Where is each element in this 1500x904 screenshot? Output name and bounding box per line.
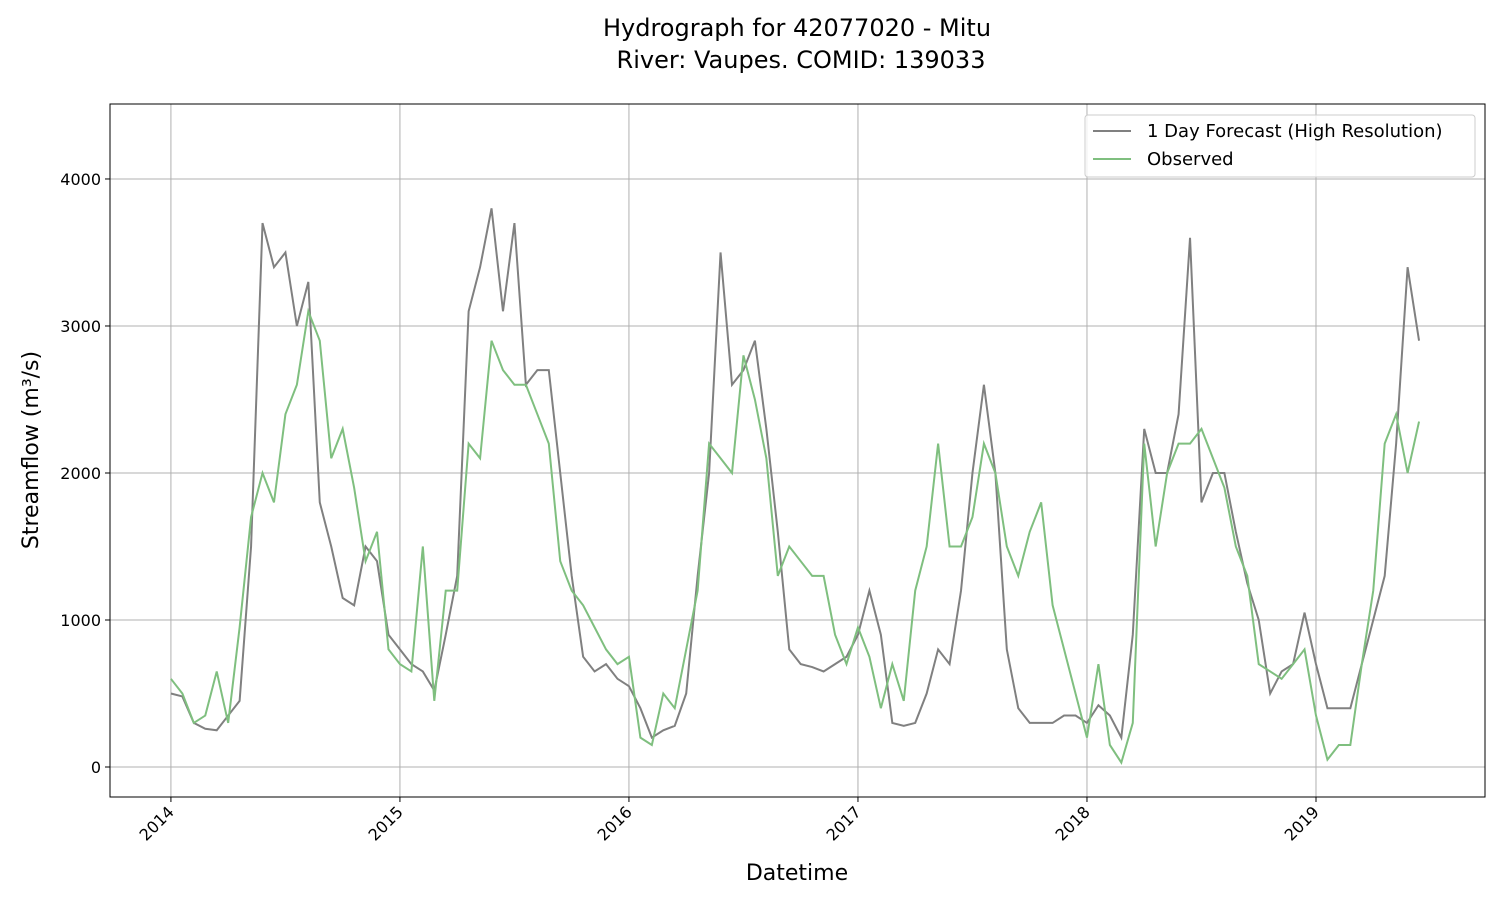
x-tick-label: 2016 [594,802,636,844]
data-line [170,208,1421,741]
plot-frame [109,103,1486,798]
x-tick-label: 2014 [136,802,178,844]
legend-box [1084,114,1476,178]
x-tick-label: 2017 [823,802,865,844]
legend-label: Observed [1147,149,1234,170]
y-tick-label: 4000 [60,170,101,189]
chart-title: Hydrograph for 42077020 - Mitu [603,14,991,42]
y-tick-label: 0 [91,758,101,777]
x-tick-label: 2019 [1281,802,1323,844]
y-axis-label: Streamflow (m³/s) [19,351,44,549]
chart-title: River: Vaupes. COMID: 139033 [617,46,986,74]
y-tick-label: 1000 [60,611,101,630]
data-line [170,307,1421,765]
x-tick-label: 2018 [1052,802,1094,844]
x-axis-label: Datetime [746,861,848,886]
y-tick-label: 2000 [60,464,101,483]
y-tick-label: 3000 [60,317,101,336]
legend-label: 1 Day Forecast (High Resolution) [1147,121,1443,142]
x-tick-label: 2015 [365,802,407,844]
